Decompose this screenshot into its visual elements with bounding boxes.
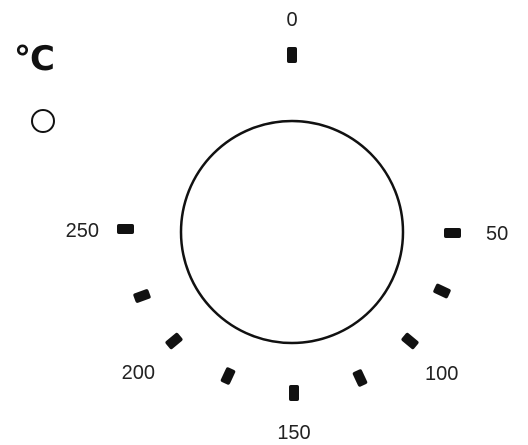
tick-mark-225 — [133, 289, 151, 303]
mode-indicator-ring — [31, 109, 55, 133]
tick-mark-50 — [444, 228, 461, 238]
tick-mark-200 — [165, 332, 183, 350]
tick-mark-250 — [117, 224, 134, 234]
tick-group-200: 200 — [122, 332, 183, 384]
tick-label-250: 250 — [66, 220, 99, 242]
tick-group-100: 100 — [401, 332, 458, 385]
tick-mark-150 — [289, 385, 299, 401]
tick-mark-100 — [401, 332, 419, 350]
tick-group-50: 50 — [444, 223, 508, 245]
tick-mark-125 — [352, 369, 368, 387]
unit-label: °C — [14, 39, 55, 79]
tick-label-100: 100 — [425, 363, 458, 385]
tick-mark-0 — [287, 47, 297, 63]
tick-mark-175 — [220, 367, 236, 385]
tick-group-250: 250 — [66, 220, 134, 242]
tick-label-150: 150 — [277, 422, 310, 444]
tick-mark-75 — [433, 283, 451, 299]
tick-label-0: 0 — [286, 9, 297, 31]
tick-label-200: 200 — [122, 362, 155, 384]
dial-knob[interactable] — [179, 119, 405, 345]
tick-label-50: 50 — [486, 223, 508, 245]
tick-group-0: 0 — [286, 9, 298, 63]
tick-group-150: 150 — [277, 385, 311, 444]
